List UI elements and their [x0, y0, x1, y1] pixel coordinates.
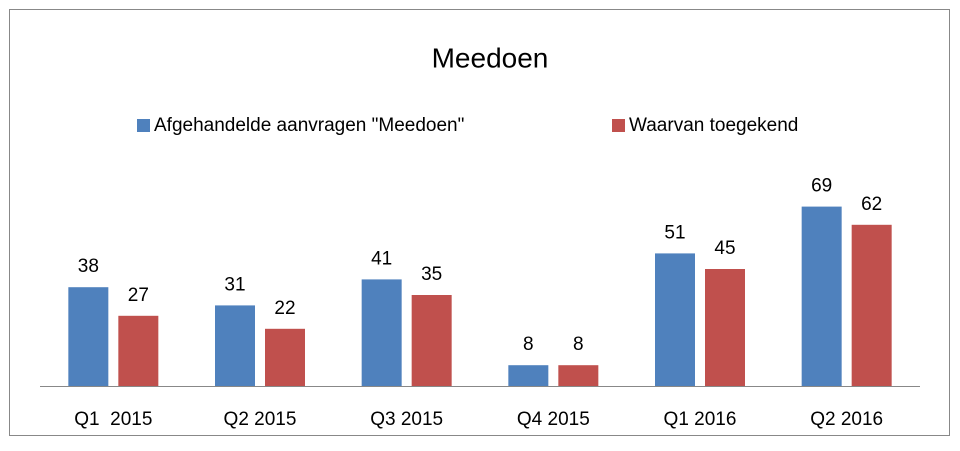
data-label: 45 — [714, 238, 735, 259]
data-label: 22 — [274, 298, 295, 319]
chart-frame — [9, 9, 950, 436]
x-tick-label: Q3 2015 — [370, 409, 443, 430]
chart-title: Meedoen — [432, 42, 549, 73]
bar — [851, 224, 892, 386]
data-label: 8 — [523, 334, 534, 355]
data-label: 38 — [78, 256, 99, 277]
x-tick-label: Q2 2016 — [810, 409, 883, 430]
bar — [705, 269, 745, 386]
data-label: 35 — [421, 264, 442, 285]
x-tick-label: Q1 2015 — [74, 409, 152, 430]
data-label: 31 — [224, 274, 245, 295]
bar — [361, 279, 402, 386]
bar — [508, 365, 549, 386]
x-tick-label: Q2 2015 — [224, 409, 297, 430]
x-tick-label: Q4 2015 — [517, 409, 590, 430]
bar — [118, 315, 159, 386]
data-label: 8 — [573, 334, 584, 355]
bar — [411, 295, 452, 386]
legend-swatch — [612, 119, 625, 132]
data-label: 62 — [861, 194, 882, 215]
data-label: 41 — [371, 248, 392, 269]
bar — [801, 206, 842, 386]
bar — [215, 305, 255, 386]
data-label: 27 — [128, 285, 149, 306]
data-label: 69 — [811, 176, 832, 197]
legend-swatch — [137, 119, 150, 132]
bar — [68, 287, 109, 386]
data-label: 51 — [664, 222, 685, 243]
legend-label: Waarvan toegekend — [629, 115, 798, 136]
x-tick-label: Q1 2016 — [664, 409, 737, 430]
bar — [265, 328, 305, 386]
bar — [655, 253, 695, 386]
bar — [558, 365, 599, 386]
legend-label: Afgehandelde aanvragen "Meedoen" — [154, 115, 464, 136]
